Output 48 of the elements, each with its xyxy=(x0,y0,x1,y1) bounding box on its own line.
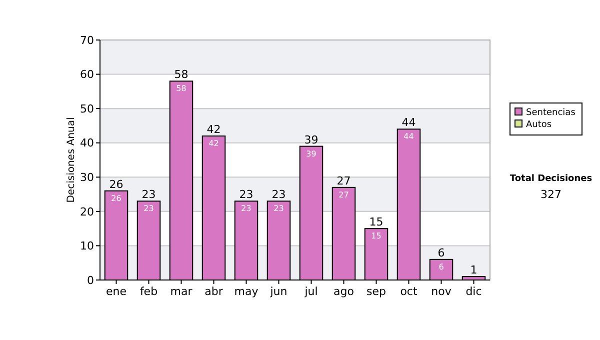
y-tick-label: 60 xyxy=(80,68,94,82)
x-tick-label: abr xyxy=(204,285,224,298)
x-tick-label: ene xyxy=(106,285,127,298)
data-label: 27 xyxy=(338,190,349,200)
x-tick-label: oct xyxy=(400,285,418,298)
x-tick-label: dic xyxy=(466,285,482,298)
y-tick-label: 30 xyxy=(80,170,94,184)
total-label: 39 xyxy=(304,133,318,146)
text: 327 xyxy=(540,188,562,201)
total-label: 6 xyxy=(438,246,445,260)
total-label: 23 xyxy=(239,188,254,202)
total-label: 15 xyxy=(369,216,384,229)
y-tick-label: 10 xyxy=(80,240,94,253)
x-tick-label: may xyxy=(234,285,259,298)
x-tick-label: jun xyxy=(269,285,288,298)
y-tick-label: 50 xyxy=(80,102,94,116)
total-label: 44 xyxy=(402,116,416,130)
y-tick-label: 40 xyxy=(80,136,94,150)
y-tick-label: 70 xyxy=(80,34,94,47)
y-tick-label: 0 xyxy=(87,274,94,287)
total-label: 23 xyxy=(142,188,156,202)
data-label: 15 xyxy=(371,232,382,241)
data-label: 6 xyxy=(438,262,444,272)
total-label: 42 xyxy=(206,123,221,136)
x-tick-label: feb xyxy=(140,285,158,298)
x-tick-label: jul xyxy=(304,285,318,298)
x-tick-label: sep xyxy=(366,285,386,298)
data-label: 39 xyxy=(306,149,316,158)
total-label: 58 xyxy=(174,68,188,82)
data-label: 42 xyxy=(208,139,219,148)
text: Total Decisiones xyxy=(510,174,592,184)
total-label: 23 xyxy=(272,188,286,202)
legend-label: Autos xyxy=(526,120,552,130)
data-label: 26 xyxy=(111,194,122,203)
x-tick-label: mar xyxy=(170,285,193,298)
x-tick-label: ago xyxy=(334,285,354,298)
y-axis-title: Decisiones Anual xyxy=(66,117,77,203)
total-label: 27 xyxy=(336,174,351,188)
data-label: 23 xyxy=(274,204,284,214)
total-label: 26 xyxy=(109,178,124,191)
y-tick-label: 20 xyxy=(80,205,94,218)
data-label: 44 xyxy=(404,132,414,142)
total-label: 1 xyxy=(470,264,478,277)
legend-label: Sentencias xyxy=(526,108,576,118)
data-label: 23 xyxy=(241,204,252,214)
x-tick-label: nov xyxy=(431,285,452,298)
data-label: 58 xyxy=(176,84,186,94)
data-label: 23 xyxy=(144,204,154,214)
